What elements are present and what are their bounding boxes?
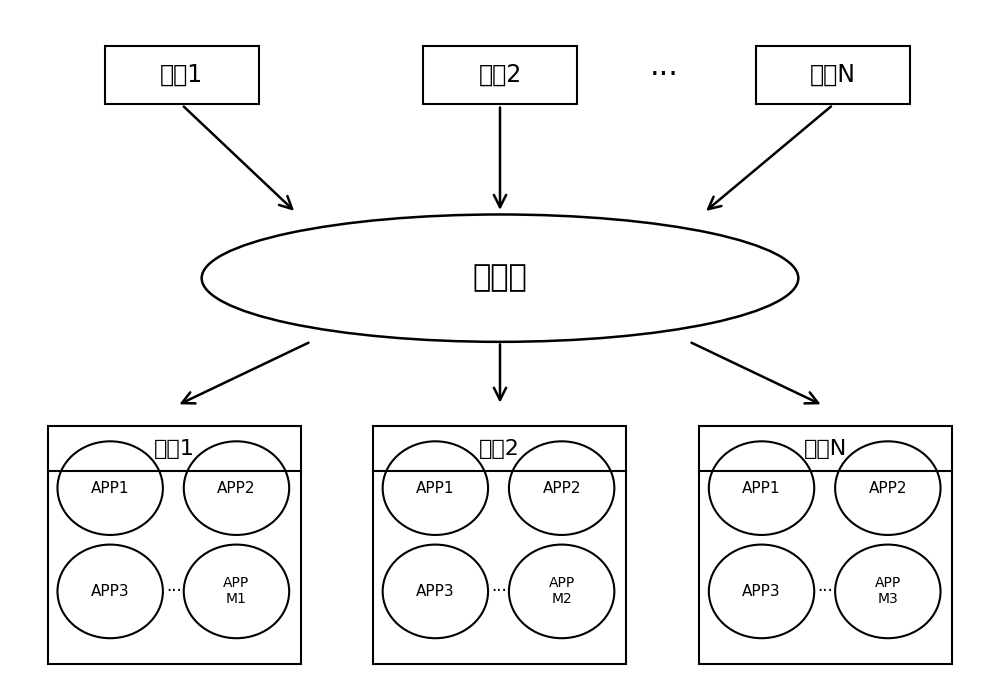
Text: APP2: APP2 <box>542 481 581 496</box>
Ellipse shape <box>835 441 941 535</box>
Ellipse shape <box>57 545 163 638</box>
Ellipse shape <box>709 441 814 535</box>
Bar <box>423 46 577 104</box>
Text: APP
M3: APP M3 <box>875 576 901 607</box>
Ellipse shape <box>383 441 488 535</box>
Text: APP2: APP2 <box>869 481 907 496</box>
Ellipse shape <box>835 545 941 638</box>
Text: 队列1: 队列1 <box>160 63 203 87</box>
Bar <box>699 426 952 663</box>
Text: APP3: APP3 <box>91 584 129 599</box>
Ellipse shape <box>57 441 163 535</box>
Text: APP2: APP2 <box>217 481 256 496</box>
Ellipse shape <box>184 441 289 535</box>
Ellipse shape <box>202 214 798 342</box>
Text: 节点池: 节点池 <box>473 264 527 293</box>
Text: APP
M2: APP M2 <box>549 576 575 607</box>
Text: 队列N: 队列N <box>810 63 856 87</box>
Text: 队列2: 队列2 <box>478 63 522 87</box>
Ellipse shape <box>383 545 488 638</box>
Bar <box>373 426 626 663</box>
Text: APP3: APP3 <box>742 584 781 599</box>
Ellipse shape <box>709 545 814 638</box>
Text: 队列2: 队列2 <box>479 439 520 459</box>
Text: ···: ··· <box>166 582 182 600</box>
Ellipse shape <box>509 545 614 638</box>
Text: 队刖N: 队刖N <box>804 439 847 459</box>
Text: APP3: APP3 <box>416 584 455 599</box>
Ellipse shape <box>509 441 614 535</box>
Text: ···: ··· <box>491 582 507 600</box>
Text: APP1: APP1 <box>742 481 781 496</box>
Bar <box>105 46 259 104</box>
Ellipse shape <box>184 545 289 638</box>
Text: 队列1: 队列1 <box>154 439 195 459</box>
Bar <box>756 46 910 104</box>
Text: ···: ··· <box>650 60 679 90</box>
Text: APP
M1: APP M1 <box>223 576 250 607</box>
Text: APP1: APP1 <box>91 481 129 496</box>
Bar <box>48 426 301 663</box>
Text: APP1: APP1 <box>416 481 455 496</box>
Text: ···: ··· <box>817 582 833 600</box>
